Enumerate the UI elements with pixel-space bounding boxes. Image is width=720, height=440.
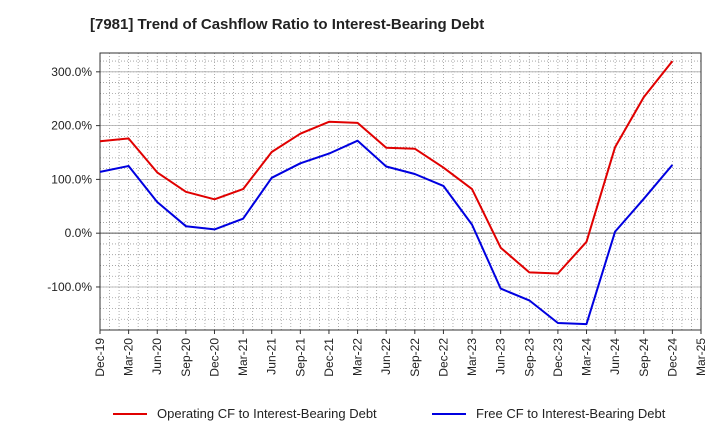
x-tick-label: Mar-24 bbox=[580, 338, 594, 376]
x-tick-label: Dec-22 bbox=[436, 338, 450, 377]
x-tick-label: Sep-22 bbox=[408, 338, 422, 377]
legend-swatch-free-cf bbox=[432, 412, 466, 415]
legend-item-operating-cf: Operating CF to Interest-Bearing Debt bbox=[113, 406, 377, 421]
x-tick-label: Sep-21 bbox=[293, 338, 307, 377]
plot-area bbox=[100, 53, 701, 330]
x-tick-label: Dec-23 bbox=[551, 338, 565, 377]
x-tick-label: Dec-21 bbox=[322, 338, 336, 377]
x-tick-label: Mar-25 bbox=[694, 338, 708, 376]
plot-frame bbox=[99, 52, 702, 331]
legend-item-free-cf: Free CF to Interest-Bearing Debt bbox=[432, 406, 665, 421]
y-tick-label: -100.0% bbox=[47, 280, 92, 294]
x-tick-label: Mar-21 bbox=[236, 338, 250, 376]
x-tick-label: Mar-20 bbox=[122, 338, 136, 376]
y-tick-label: 100.0% bbox=[51, 172, 92, 186]
x-tick-label: Jun-24 bbox=[608, 338, 622, 375]
x-tick-label: Jun-23 bbox=[494, 338, 508, 375]
x-tick-label: Mar-23 bbox=[465, 338, 479, 376]
y-tick-label: 300.0% bbox=[51, 65, 92, 79]
y-tick-label: 200.0% bbox=[51, 119, 92, 133]
series-line-free-cf bbox=[99, 139, 674, 326]
x-tick-label: Sep-23 bbox=[522, 338, 536, 377]
x-tick-label: Dec-20 bbox=[207, 338, 221, 377]
legend-label-operating-cf: Operating CF to Interest-Bearing Debt bbox=[157, 406, 377, 421]
y-tick-label: 0.0% bbox=[65, 226, 93, 240]
chart-title: [7981] Trend of Cashflow Ratio to Intere… bbox=[90, 16, 485, 33]
x-tick-label: Dec-24 bbox=[665, 338, 679, 377]
x-tick-label: Jun-22 bbox=[379, 338, 393, 375]
x-tick-label: Jun-21 bbox=[265, 338, 279, 375]
series-line-operating-cf bbox=[99, 60, 674, 275]
x-tick-label: Mar-22 bbox=[351, 338, 365, 376]
x-tick-label: Jun-20 bbox=[150, 338, 164, 375]
legend-swatch-operating-cf bbox=[113, 412, 147, 415]
legend-label-free-cf: Free CF to Interest-Bearing Debt bbox=[476, 406, 666, 421]
x-tick-label: Dec-19 bbox=[93, 338, 107, 377]
x-tick-label: Sep-24 bbox=[637, 338, 651, 377]
x-tick-label: Sep-20 bbox=[179, 338, 193, 377]
